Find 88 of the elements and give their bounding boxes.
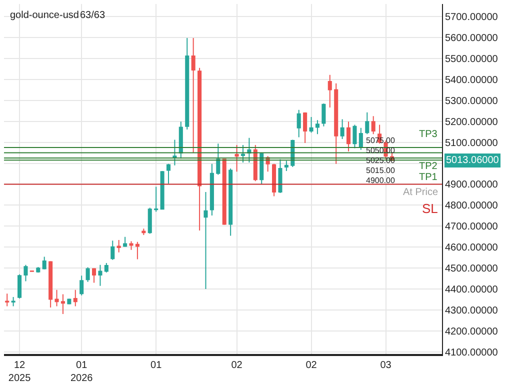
candlestick (36, 266, 40, 274)
candlestick (129, 240, 134, 250)
y-tick-label: 4400.00000 (445, 284, 498, 296)
text: TP2 (419, 161, 438, 172)
candlestick (315, 120, 320, 135)
x-tick-label: 02 (306, 360, 318, 371)
candlestick (191, 37, 196, 154)
text: TP1 (419, 172, 438, 183)
candlestick (358, 127, 363, 150)
candlestick (296, 109, 301, 138)
y-tick-label: 4300.00000 (445, 305, 498, 316)
y-tick-label: 4900.00000 (445, 180, 498, 191)
candlestick (185, 37, 190, 130)
candlestick (54, 289, 59, 307)
candlestick (278, 158, 282, 194)
candlestick (160, 170, 164, 210)
x-tick-label: 03 (380, 360, 392, 371)
x-tick-label: 12 2025 (8, 360, 32, 384)
candlestick (222, 158, 226, 226)
candlestick (11, 296, 16, 307)
candlestick (73, 289, 78, 307)
y-tick-label: 4700.00000 (445, 222, 498, 233)
candlestick (272, 163, 276, 197)
y-tick-label: 5700.00000 (445, 12, 498, 24)
candlestick (110, 240, 115, 260)
candlestick (92, 268, 96, 284)
candlestick (98, 264, 102, 286)
annotation: 63/63 (80, 10, 106, 21)
y-tick-label: 4100.00000 (445, 347, 498, 358)
candlestick (198, 67, 202, 232)
candlestick (328, 74, 332, 108)
candlestick (303, 112, 308, 144)
y-tick-label: 5400.00000 (445, 74, 498, 86)
candlestick (86, 266, 90, 282)
candlestick (142, 228, 146, 236)
candlestick (204, 191, 208, 290)
candlestick (178, 121, 183, 160)
candlestick (5, 293, 10, 307)
text: gold-ounce-usd (10, 10, 79, 21)
text: TP3 (419, 129, 438, 140)
candlestick (42, 256, 46, 270)
candlestick (48, 260, 53, 308)
candlestick (322, 103, 326, 127)
candlestick (365, 112, 370, 135)
candlestick (116, 239, 121, 253)
y-tick-label: 4800.00000 (445, 200, 498, 212)
candlestick (340, 118, 344, 140)
y-tick-label: 5500.00000 (445, 54, 498, 65)
text: 5013.06000 (446, 155, 500, 166)
y-tick-label: 4600.00000 (445, 242, 498, 254)
candlestick (260, 152, 264, 185)
ref-line-label: 5015.00 (366, 166, 396, 175)
candlestick (67, 298, 72, 305)
text: At Price (403, 187, 438, 198)
y-tick-label: 5300.00000 (445, 96, 498, 107)
candlestick (334, 82, 338, 164)
candlestick (352, 124, 357, 149)
candlestick (60, 294, 65, 314)
candlestick (18, 274, 22, 299)
candlestick (148, 207, 152, 234)
candlestick (284, 160, 288, 172)
x-tick-label: 02 (231, 360, 243, 371)
candlestick (346, 121, 351, 152)
y-tick-label: 4200.00000 (445, 326, 498, 338)
candlestick (234, 144, 239, 172)
x-tick-label: 01 2026 (70, 360, 94, 384)
candlestick (371, 116, 376, 135)
y-tick-label: 5100.00000 (445, 138, 498, 149)
candlestick (104, 262, 108, 273)
candlestick (123, 236, 128, 248)
candlestick (228, 168, 233, 236)
candlestick (154, 186, 158, 212)
candlestick (172, 139, 177, 166)
ref-line-label: 4900.00 (366, 176, 396, 185)
candlestick (24, 264, 28, 282)
candlestick (210, 163, 214, 216)
candlestick (240, 144, 246, 163)
candlestick (247, 137, 252, 163)
x-tick-label: 01 (150, 360, 162, 371)
candlestick (135, 241, 140, 260)
candlestick (309, 116, 314, 134)
text: SL (422, 201, 438, 216)
candlestick (216, 143, 220, 176)
y-tick-label: 5600.00000 (445, 33, 498, 44)
y-tick-label: 4500.00000 (445, 264, 498, 275)
candlestick (166, 163, 171, 184)
y-tick-label: 5200.00000 (445, 116, 498, 128)
candlestick (80, 275, 84, 296)
